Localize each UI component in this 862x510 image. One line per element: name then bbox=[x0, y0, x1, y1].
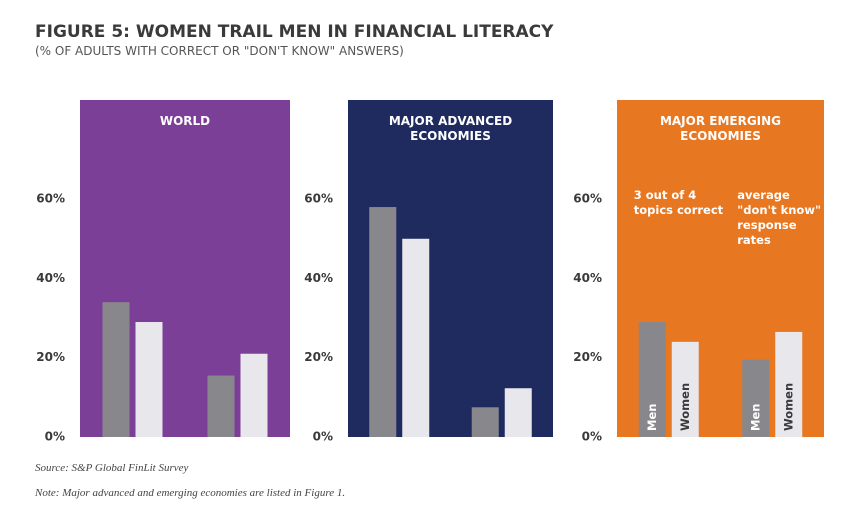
y-tick-label: 40% bbox=[573, 271, 602, 285]
figure-title: FIGURE 5: WOMEN TRAIL MEN IN FINANCIAL L… bbox=[35, 22, 554, 42]
bar bbox=[369, 207, 397, 437]
bar bbox=[207, 375, 235, 437]
y-tick-label: 60% bbox=[304, 192, 333, 206]
y-tick-label: 20% bbox=[573, 350, 602, 364]
y-tick-label: 20% bbox=[36, 350, 65, 364]
bar bbox=[471, 407, 499, 437]
y-tick-label: 40% bbox=[304, 271, 333, 285]
bar bbox=[402, 238, 430, 437]
bar bbox=[102, 302, 130, 437]
bar bbox=[638, 322, 666, 437]
category-label: 3 out of 4 topics correct bbox=[633, 188, 724, 217]
series-label: Women bbox=[678, 383, 692, 431]
y-tick-label: 40% bbox=[36, 271, 65, 285]
panel-title: MAJOR ADVANCED ECONOMIES bbox=[388, 114, 513, 143]
y-tick-label: 60% bbox=[36, 192, 65, 206]
panel-title: MAJOR EMERGING ECONOMIES bbox=[659, 114, 782, 143]
y-tick-label: 20% bbox=[304, 350, 333, 364]
figure-subtitle: (% OF ADULTS WITH CORRECT OR "DON'T KNOW… bbox=[35, 44, 404, 58]
bar bbox=[504, 388, 532, 437]
source: Source: S&P Global FinLit Survey bbox=[35, 462, 189, 474]
series-label: Men bbox=[748, 404, 762, 431]
series-label: Women bbox=[781, 383, 795, 431]
bar bbox=[135, 322, 163, 437]
bar bbox=[775, 331, 803, 437]
series-label: Men bbox=[645, 404, 659, 431]
y-tick-label: 0% bbox=[45, 430, 65, 444]
category-label: average "don't know" response rates bbox=[737, 188, 821, 247]
bar bbox=[742, 359, 770, 437]
bar bbox=[240, 353, 268, 437]
y-tick-label: 0% bbox=[313, 430, 333, 444]
note: Note: Major advanced and emerging econom… bbox=[35, 487, 346, 499]
y-tick-label: 60% bbox=[573, 192, 602, 206]
panel-title: WORLD bbox=[159, 114, 211, 128]
y-tick-label: 0% bbox=[582, 430, 602, 444]
bar bbox=[671, 341, 699, 437]
